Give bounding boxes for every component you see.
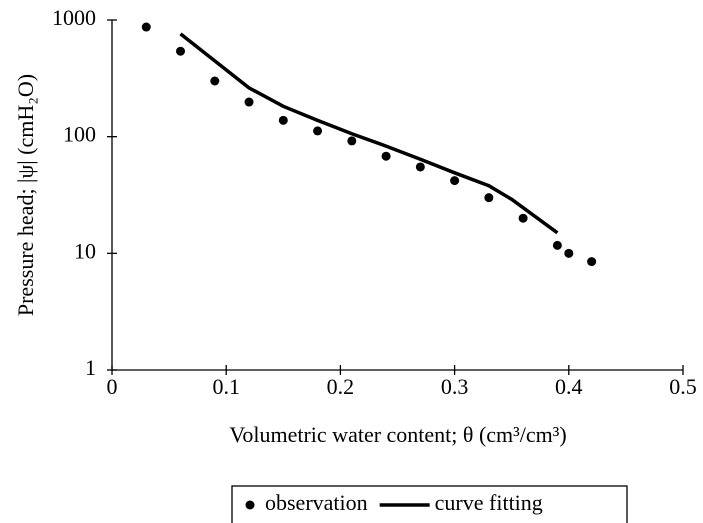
x-tick-label: 0 (107, 374, 118, 399)
data-point (141, 22, 151, 32)
data-point (313, 126, 323, 136)
x-tick-label: 0.2 (327, 374, 355, 399)
data-point (415, 162, 425, 172)
legend-label: observation (265, 490, 368, 515)
x-tick-label: 0.4 (555, 374, 583, 399)
legend-box (231, 485, 628, 523)
data-point (347, 136, 357, 146)
y-tick-label: 1000 (52, 5, 96, 30)
data-point (587, 257, 597, 267)
legend-label: curve fitting (435, 490, 543, 515)
data-point (564, 248, 574, 258)
data-point (518, 213, 528, 223)
data-point (450, 176, 460, 186)
y-tick-label: 10 (74, 238, 96, 263)
legend-marker (245, 500, 255, 510)
x-tick-label: 0.1 (212, 374, 240, 399)
data-point (210, 76, 220, 86)
fit-line (179, 32, 559, 235)
data-point (244, 97, 254, 107)
x-tick-label: 0.5 (669, 374, 697, 399)
x-tick-label: 0.3 (441, 374, 469, 399)
data-point (381, 151, 391, 161)
y-tick-label: 100 (63, 122, 96, 147)
data-point (176, 46, 186, 56)
data-point (278, 115, 288, 125)
y-tick-label: 1 (85, 355, 96, 380)
x-axis-label: Volumetric water content; θ (cm³/cm³) (229, 422, 566, 447)
y-axis-label: Pressure head; |ψ| (cmH₂O) (13, 74, 38, 316)
data-point (484, 193, 494, 203)
data-point (552, 240, 562, 250)
